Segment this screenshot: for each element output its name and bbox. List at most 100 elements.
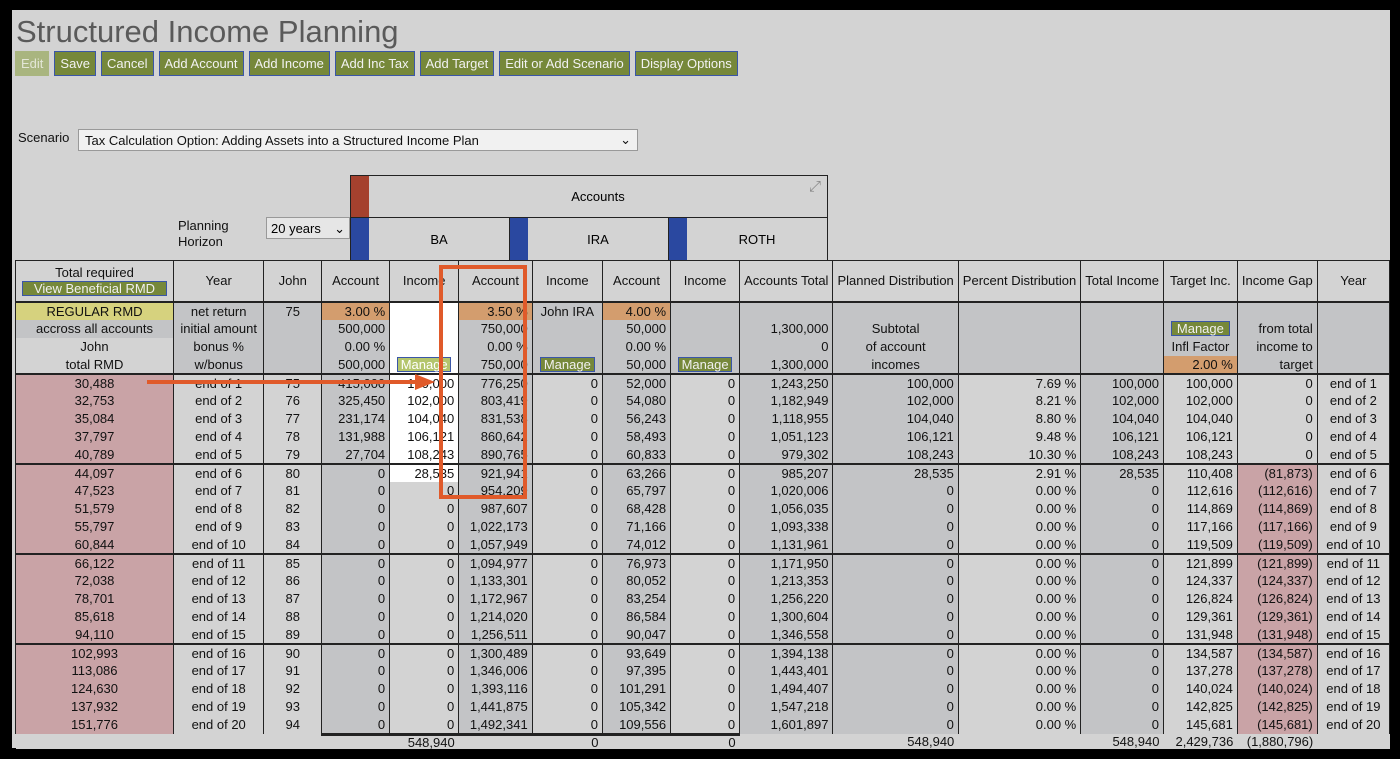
table-cell: 0 <box>531 552 603 572</box>
table-cell: 8.21 % <box>957 391 1082 410</box>
table-cell: 0 <box>321 679 391 698</box>
total-required-label: Total required <box>55 264 134 280</box>
table-cell: 112,616 <box>1162 481 1238 500</box>
parameter-cell <box>1162 300 1238 320</box>
table-cell: end of 7 <box>173 481 265 500</box>
table-cell: 1,443,401 <box>739 661 834 680</box>
table-cell: 1,171,950 <box>739 552 834 572</box>
parameter-cell <box>1080 337 1164 356</box>
table-cell: 82 <box>263 499 323 518</box>
table-cell: 0 <box>1080 481 1164 500</box>
parameter-cell <box>1316 300 1391 320</box>
table-cell: 0 <box>832 535 959 554</box>
table-cell: 52,000 <box>601 372 672 392</box>
parameter-cell: income to <box>1236 337 1318 356</box>
table-cell: 0 <box>321 589 391 608</box>
table-cell: 101,291 <box>601 679 672 698</box>
parameter-cell: incomes <box>832 355 959 374</box>
scenario-select[interactable]: Tax Calculation Option: Adding Assets in… <box>78 129 638 151</box>
cancel-button[interactable]: Cancel <box>101 51 154 76</box>
table-cell: 9.48 % <box>957 427 1082 446</box>
parameter-cell: Subtotal <box>832 319 959 338</box>
add-account-button[interactable]: Add Account <box>158 51 244 76</box>
table-cell: 890,765 <box>458 445 533 464</box>
manage-button[interactable]: Manage <box>1171 321 1230 336</box>
parameter-cell <box>1080 355 1164 374</box>
table-cell: end of 19 <box>173 697 265 716</box>
table-cell: 10.30 % <box>957 445 1082 464</box>
planning-horizon-select[interactable]: 20 years ⌄ <box>266 217 350 239</box>
table-cell: end of 14 <box>173 607 265 626</box>
table-cell: 0 <box>321 535 391 554</box>
table-cell: (131,948) <box>1236 625 1318 644</box>
add-income-button[interactable]: Add Income <box>248 51 330 76</box>
parameter-cell: 4.00 % <box>601 300 672 320</box>
save-button[interactable]: Save <box>54 51 97 76</box>
parameter-cell <box>670 300 741 320</box>
table-cell: (134,587) <box>1236 642 1318 662</box>
table-cell: 90,047 <box>601 625 672 644</box>
table-cell: 1,494,407 <box>739 679 834 698</box>
manage-button[interactable]: Manage <box>678 356 733 372</box>
table-cell: 1,118,955 <box>739 409 834 428</box>
edit-scenario-button[interactable]: Edit or Add Scenario <box>499 51 630 76</box>
table-cell: 0.00 % <box>957 571 1082 590</box>
parameter-cell <box>389 337 460 356</box>
table-cell: 86,584 <box>601 607 672 626</box>
table-cell: 0 <box>670 697 741 716</box>
table-cell: 0 <box>389 517 460 536</box>
edit-button[interactable]: Edit <box>15 51 50 76</box>
table-cell: 94,110 <box>14 625 175 644</box>
table-cell: 0.00 % <box>957 625 1082 644</box>
table-cell: 0 <box>531 607 603 626</box>
table-cell: end of 7 <box>1316 481 1391 500</box>
table-cell: 8.80 % <box>957 409 1082 428</box>
table-cell: end of 8 <box>1316 499 1391 518</box>
table-cell: (124,337) <box>1236 571 1318 590</box>
parameter-cell: 750,000 <box>458 319 533 338</box>
table-cell: end of 2 <box>1316 391 1391 410</box>
table-cell: 0 <box>389 481 460 500</box>
collapse-icon[interactable]: ⤢ <box>808 178 821 195</box>
table-cell: 0 <box>832 607 959 626</box>
table-cell: 27,704 <box>321 445 391 464</box>
table-cell: 0 <box>321 642 391 662</box>
table-cell: end of 4 <box>173 427 265 446</box>
parameter-cell <box>263 337 323 356</box>
table-cell: (81,873) <box>1236 462 1318 482</box>
table-row: 102,993 end of 16 90 0 0 1,300,489 0 93,649 0 1,3… <box>14 642 1391 662</box>
table-cell: 83 <box>263 517 323 536</box>
manage-button[interactable]: Manage <box>539 356 595 372</box>
table-cell: 0 <box>670 409 741 428</box>
chevron-down-icon: ⌄ <box>334 221 345 236</box>
table-cell: 7.69 % <box>957 372 1082 392</box>
table-cell: 91 <box>263 661 323 680</box>
table-cell: 0 <box>321 462 391 482</box>
table-cell: 108,243 <box>1080 445 1164 464</box>
table-cell: (114,869) <box>1236 499 1318 518</box>
table-cell: 106,121 <box>1162 427 1238 446</box>
table-cell: 0 <box>832 625 959 644</box>
parameter-cell: 3.50 % <box>458 300 533 320</box>
table-cell: 78 <box>263 427 323 446</box>
manage-button[interactable]: Manage <box>397 356 452 372</box>
table-cell: 0 <box>389 552 460 572</box>
table-cell: 119,509 <box>1162 535 1238 554</box>
table-cell: (140,024) <box>1236 679 1318 698</box>
add-target-button[interactable]: Add Target <box>419 51 495 76</box>
table-cell: 137,278 <box>1162 661 1238 680</box>
table-cell: 0 <box>531 589 603 608</box>
parameter-cell <box>957 319 1082 338</box>
table-row: 151,776 end of 20 94 0 0 1,492,341 0 109,556 0 1,… <box>14 715 1391 734</box>
table-cell: 44,097 <box>14 462 175 482</box>
parameter-cell <box>263 319 323 338</box>
add-inc-tax-button[interactable]: Add Inc Tax <box>334 51 415 76</box>
table-cell: 35,084 <box>14 409 175 428</box>
table-cell: end of 10 <box>173 535 265 554</box>
table-cell: 0 <box>670 715 741 734</box>
view-beneficial-rmd-button[interactable]: View Beneficial RMD <box>22 280 167 296</box>
table-cell: 80 <box>263 462 323 482</box>
table-cell: 0 <box>832 517 959 536</box>
table-cell: 0.00 % <box>957 535 1082 554</box>
display-options-button[interactable]: Display Options <box>634 51 738 76</box>
